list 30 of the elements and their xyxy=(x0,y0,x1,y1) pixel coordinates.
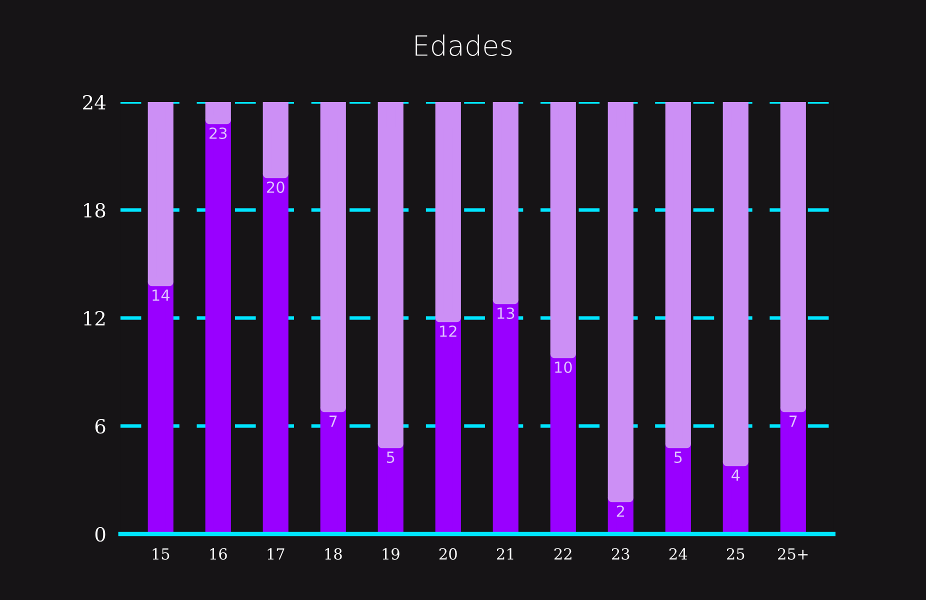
x-tick-label: 16 xyxy=(210,548,227,560)
data-label: 7 xyxy=(790,416,797,427)
x-tick-label: 25 xyxy=(726,548,744,560)
x-tick-label: 15 xyxy=(152,548,170,560)
x-tick-label: 22 xyxy=(554,548,572,560)
y-tick-label: 18 xyxy=(84,202,106,218)
data-label: 5 xyxy=(386,452,394,464)
x-tick-label: 17 xyxy=(268,548,284,560)
x-tick-label: 23 xyxy=(612,548,630,560)
data-label: 20 xyxy=(267,181,284,194)
data-label: 7 xyxy=(330,416,337,427)
chart-title: Edades xyxy=(416,34,512,56)
x-tick-label: 21 xyxy=(496,548,514,560)
data-label: 12 xyxy=(440,325,456,337)
x-tick-label: 18 xyxy=(325,548,342,560)
data-label: 2 xyxy=(616,505,624,517)
data-label: 13 xyxy=(498,307,514,320)
x-tick-label: 25+ xyxy=(778,548,808,560)
x-tick-label: 19 xyxy=(382,548,400,560)
x-tick-label: 20 xyxy=(439,548,457,560)
x-tick-label: 24 xyxy=(669,548,688,560)
data-label: 14 xyxy=(152,290,170,301)
data-label: 5 xyxy=(674,452,682,464)
y-tick-label: 12 xyxy=(84,310,105,326)
y-tick-label: 0 xyxy=(95,526,106,542)
data-label: 10 xyxy=(555,361,572,374)
data-label: 23 xyxy=(210,127,227,140)
data-label: 4 xyxy=(732,470,740,481)
y-tick-label: 6 xyxy=(95,418,106,434)
y-tick-label: 24 xyxy=(83,94,106,110)
